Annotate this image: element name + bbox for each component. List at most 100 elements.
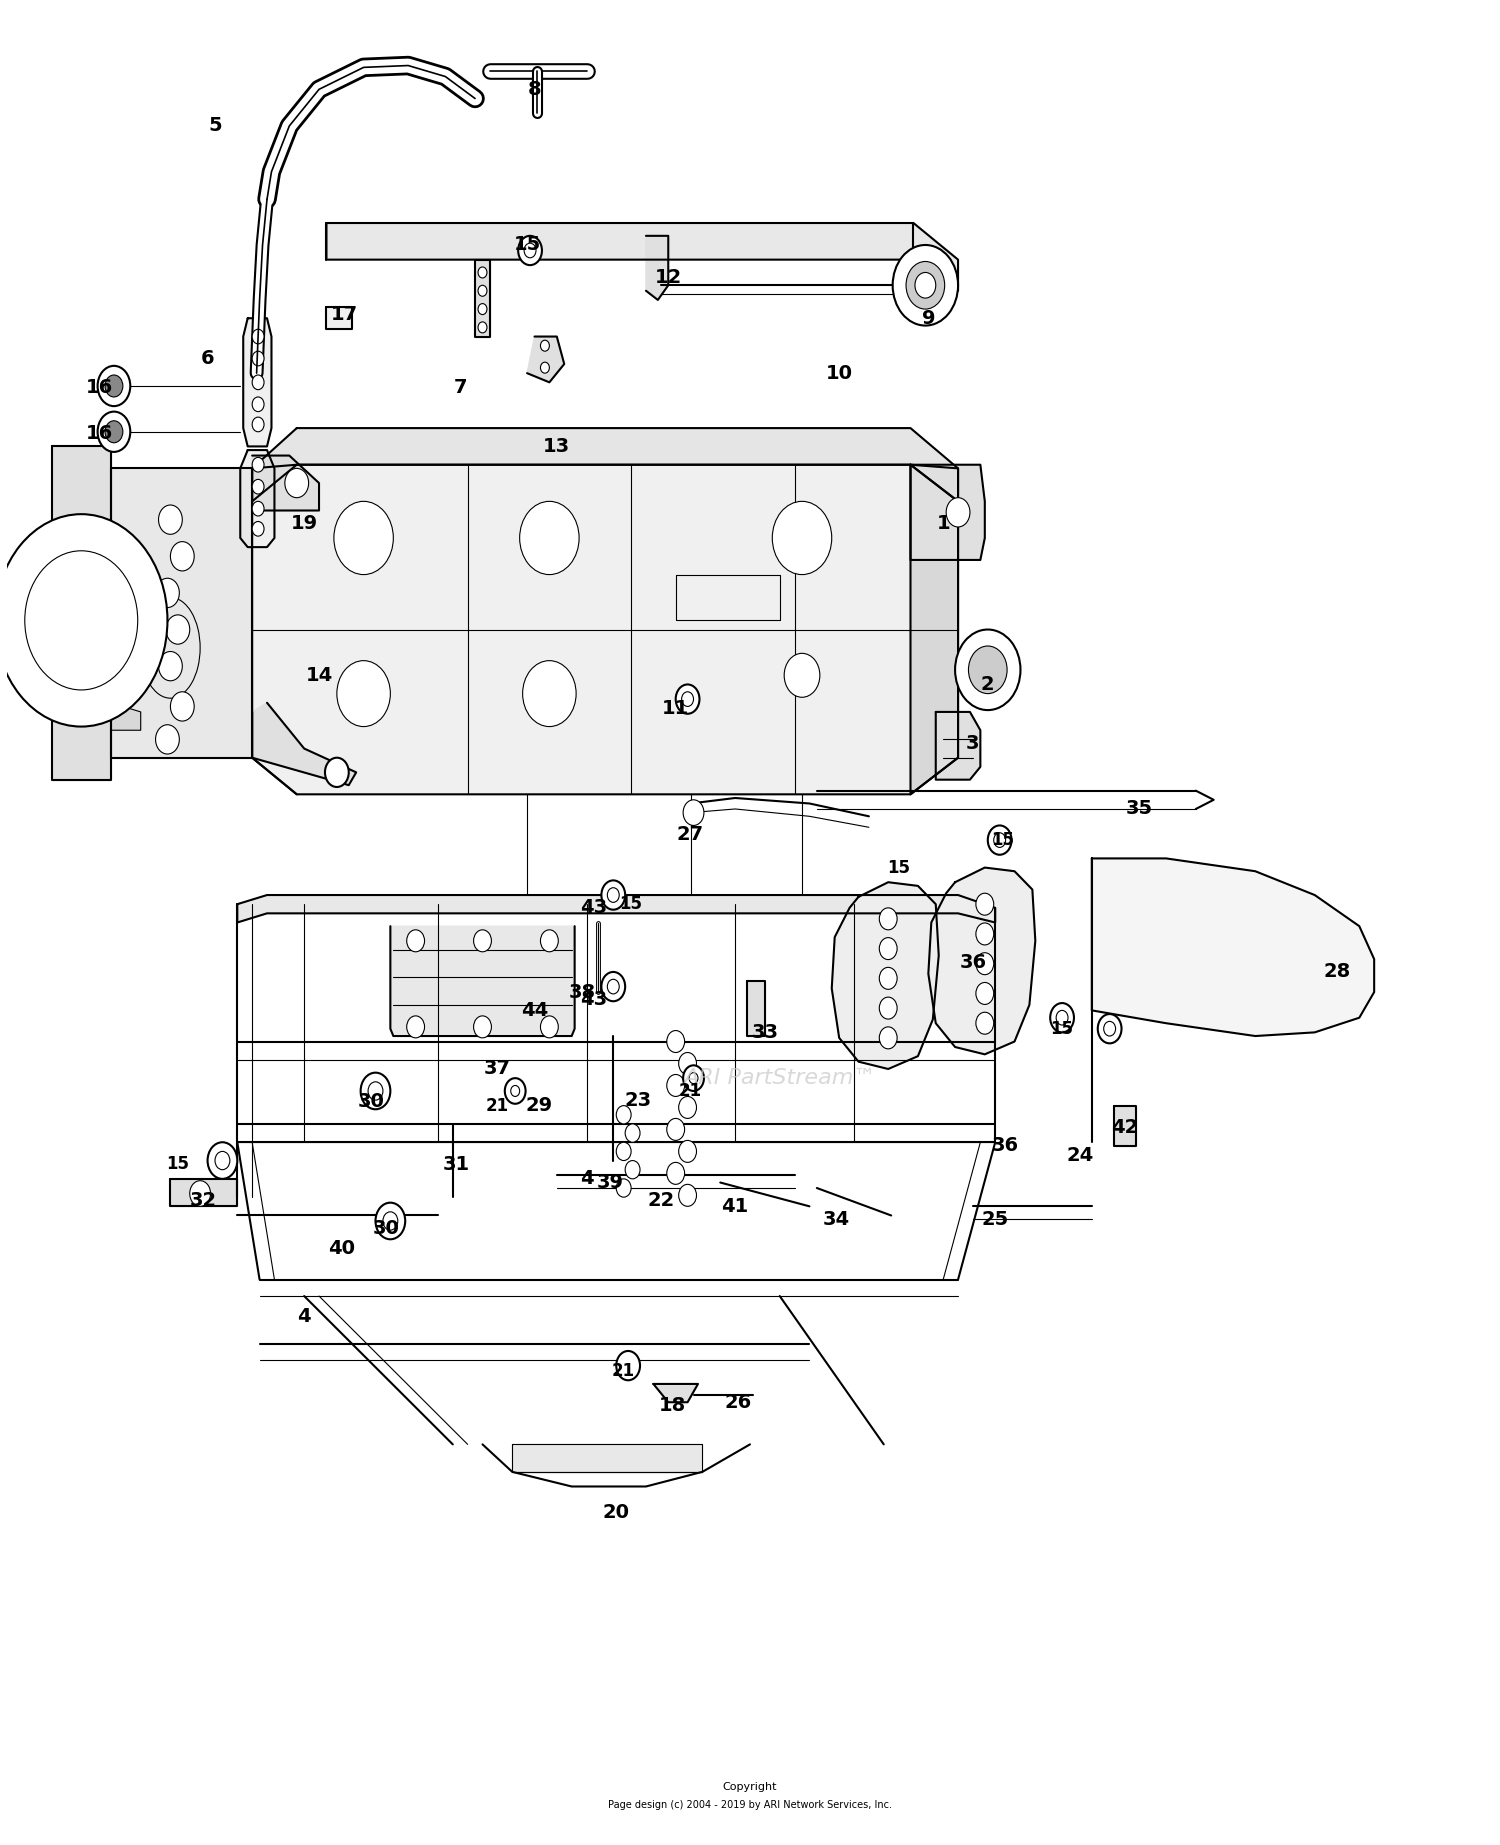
- Circle shape: [678, 1140, 696, 1162]
- Text: 30: 30: [357, 1092, 384, 1111]
- Circle shape: [171, 542, 194, 570]
- Circle shape: [98, 411, 130, 452]
- Text: 39: 39: [597, 1173, 624, 1192]
- Text: 20: 20: [603, 1502, 630, 1522]
- Circle shape: [478, 321, 488, 332]
- Circle shape: [478, 304, 488, 314]
- Text: 42: 42: [1112, 1118, 1138, 1137]
- Circle shape: [252, 417, 264, 432]
- Text: 21: 21: [612, 1362, 634, 1380]
- Text: 7: 7: [453, 378, 466, 397]
- Circle shape: [156, 725, 180, 755]
- Text: 21: 21: [486, 1096, 508, 1114]
- Circle shape: [252, 328, 264, 343]
- Text: 18: 18: [658, 1397, 687, 1415]
- Circle shape: [360, 1072, 390, 1109]
- Circle shape: [207, 1142, 237, 1179]
- Circle shape: [969, 646, 1006, 694]
- Circle shape: [1098, 1015, 1122, 1044]
- Circle shape: [1104, 1022, 1116, 1037]
- Circle shape: [608, 887, 619, 902]
- Text: 21: 21: [680, 1081, 702, 1100]
- Text: 36: 36: [992, 1137, 1018, 1155]
- Text: 5: 5: [209, 116, 222, 135]
- Polygon shape: [526, 336, 564, 382]
- Circle shape: [252, 502, 264, 517]
- Circle shape: [159, 651, 183, 681]
- Circle shape: [522, 661, 576, 727]
- Circle shape: [879, 1028, 897, 1048]
- Circle shape: [474, 1017, 492, 1039]
- Circle shape: [879, 937, 897, 959]
- Circle shape: [159, 506, 183, 535]
- Text: 32: 32: [189, 1192, 216, 1210]
- Text: 12: 12: [654, 269, 682, 288]
- Circle shape: [976, 922, 993, 945]
- Text: 19: 19: [291, 513, 318, 533]
- Circle shape: [252, 351, 264, 365]
- Text: 24: 24: [1066, 1146, 1094, 1164]
- Text: 11: 11: [662, 699, 690, 718]
- Circle shape: [540, 339, 549, 351]
- Circle shape: [678, 1184, 696, 1207]
- Circle shape: [616, 1179, 632, 1197]
- Polygon shape: [51, 530, 88, 557]
- Circle shape: [892, 245, 958, 325]
- Circle shape: [1050, 1004, 1074, 1033]
- Circle shape: [946, 498, 970, 528]
- Circle shape: [375, 1203, 405, 1240]
- Polygon shape: [646, 236, 669, 301]
- Text: 40: 40: [328, 1240, 356, 1258]
- Circle shape: [510, 1085, 519, 1096]
- Polygon shape: [252, 703, 356, 786]
- Text: 34: 34: [822, 1210, 850, 1229]
- Text: 35: 35: [1126, 799, 1154, 819]
- Text: 16: 16: [86, 378, 112, 397]
- Text: 43: 43: [580, 899, 608, 917]
- Text: 41: 41: [722, 1197, 748, 1216]
- Circle shape: [506, 1077, 525, 1103]
- Polygon shape: [512, 1445, 702, 1472]
- Text: 17: 17: [330, 304, 358, 325]
- Circle shape: [682, 1065, 703, 1090]
- Circle shape: [474, 930, 492, 952]
- Circle shape: [1056, 1011, 1068, 1026]
- Polygon shape: [252, 465, 958, 795]
- Text: 15: 15: [166, 1155, 189, 1173]
- Circle shape: [976, 1013, 993, 1035]
- Circle shape: [879, 996, 897, 1018]
- Polygon shape: [928, 867, 1035, 1053]
- Text: ARI PartStream™: ARI PartStream™: [684, 1068, 876, 1089]
- Text: 2: 2: [981, 675, 994, 694]
- Circle shape: [252, 480, 264, 494]
- Text: 1: 1: [936, 513, 950, 533]
- Text: 31: 31: [442, 1155, 470, 1173]
- Circle shape: [682, 801, 703, 825]
- Text: 28: 28: [1323, 963, 1350, 982]
- Circle shape: [478, 268, 488, 279]
- Circle shape: [105, 421, 123, 443]
- Text: 27: 27: [676, 825, 703, 845]
- Polygon shape: [327, 308, 351, 328]
- Text: 43: 43: [580, 991, 608, 1009]
- Polygon shape: [252, 456, 320, 511]
- Circle shape: [784, 653, 820, 697]
- Circle shape: [602, 972, 625, 1002]
- Circle shape: [626, 1124, 640, 1142]
- Circle shape: [602, 880, 625, 910]
- Circle shape: [156, 577, 180, 607]
- Text: 15: 15: [886, 858, 910, 876]
- Circle shape: [285, 469, 309, 498]
- Circle shape: [252, 522, 264, 537]
- Circle shape: [616, 1142, 632, 1161]
- Circle shape: [540, 1017, 558, 1039]
- Text: 10: 10: [825, 363, 852, 382]
- Circle shape: [368, 1081, 382, 1100]
- Text: 9: 9: [921, 308, 934, 328]
- Circle shape: [406, 1017, 424, 1039]
- Circle shape: [626, 1161, 640, 1179]
- Circle shape: [681, 692, 693, 707]
- Circle shape: [668, 1074, 684, 1096]
- Polygon shape: [1114, 1105, 1137, 1146]
- Polygon shape: [327, 223, 959, 292]
